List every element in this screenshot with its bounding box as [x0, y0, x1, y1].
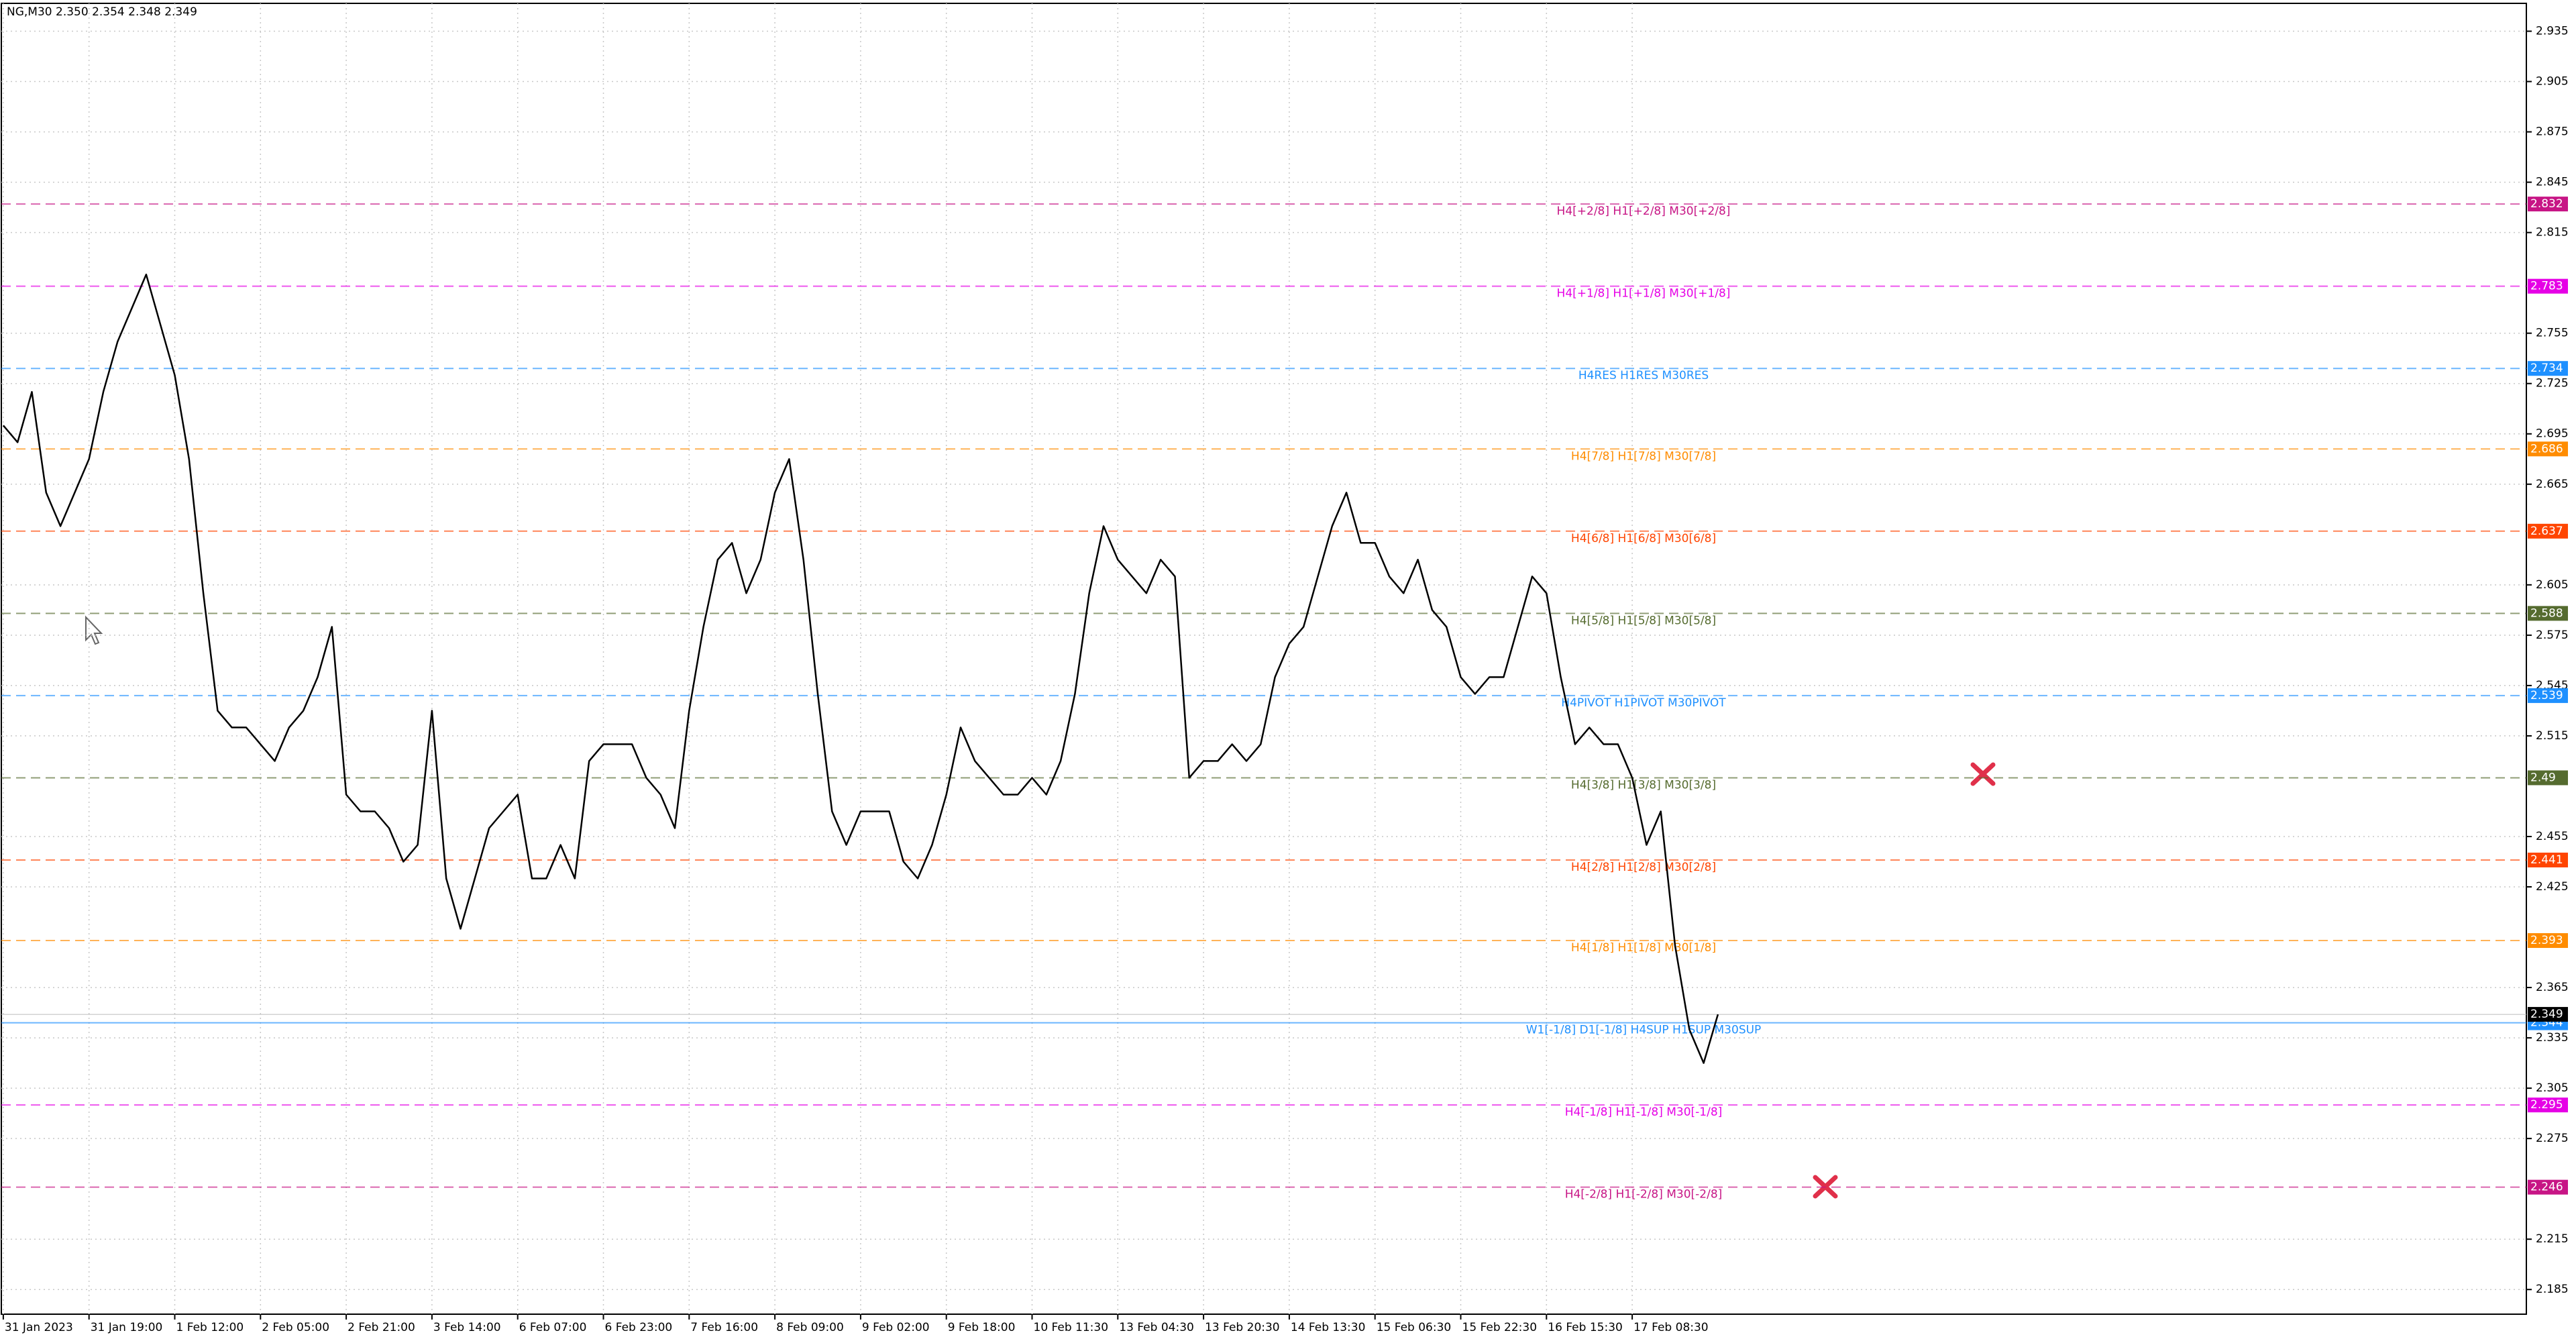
y-tick-label: 2.875 [2536, 125, 2569, 139]
y-tick-label: 2.185 [2536, 1283, 2569, 1296]
price-tag-label: 2.637 [2530, 525, 2563, 538]
price-tag [2528, 606, 2568, 621]
x-tick-label: 2 Feb 21:00 [347, 1321, 415, 1334]
x-tick-label: 2 Feb 05:00 [262, 1321, 329, 1334]
price-tag-label: 2.393 [2530, 934, 2563, 947]
price-line [2, 273, 1719, 1064]
y-tick-label: 2.365 [2536, 981, 2569, 994]
y-tick-label: 2.815 [2536, 226, 2569, 239]
x-tick-label: 1 Feb 12:00 [176, 1321, 244, 1334]
price-tag-label: 2.686 [2530, 442, 2563, 456]
price-tag-label: 2.246 [2530, 1181, 2563, 1194]
level-label: H4[1/8] H1[1/8] M30[1/8] [1571, 941, 1716, 955]
bid-tag-label: 2.349 [2530, 1008, 2563, 1021]
bid-tag [2528, 1007, 2568, 1022]
x-tick-label: 10 Feb 11:30 [1034, 1321, 1109, 1334]
price-tag [2528, 361, 2568, 376]
mouse-cursor [85, 615, 103, 645]
level-label: H4[+1/8] H1[+1/8] M30[+1/8] [1557, 287, 1731, 301]
level-label: H4PIVOT H1PIVOT M30PIVOT [1561, 696, 1726, 710]
x-tick-label: 8 Feb 09:00 [776, 1321, 844, 1334]
level-label: H4[6/8] H1[6/8] M30[6/8] [1571, 532, 1716, 545]
y-tick-label: 2.905 [2536, 75, 2569, 89]
x-tick-label: 6 Feb 23:00 [605, 1321, 673, 1334]
y-tick-label: 2.725 [2536, 377, 2569, 390]
x-tick-label: 6 Feb 07:00 [519, 1321, 587, 1334]
x-tick-label: 9 Feb 02:00 [862, 1321, 930, 1334]
x-tick-label: 14 Feb 13:30 [1291, 1321, 1366, 1334]
level-label: H4[2/8] H1[2/8] M30[2/8] [1571, 861, 1716, 874]
y-tick-label: 2.215 [2536, 1232, 2569, 1246]
x-tick-label: 7 Feb 16:00 [690, 1321, 758, 1334]
price-tag-label: 2.539 [2530, 689, 2563, 702]
level-label: H4[+2/8] H1[+2/8] M30[+2/8] [1557, 205, 1731, 218]
price-tag-label: 2.783 [2530, 280, 2563, 293]
price-tag [2528, 278, 2568, 294]
x-tick-label: 15 Feb 22:30 [1462, 1321, 1538, 1334]
y-tick-label: 2.935 [2536, 25, 2569, 38]
y-tick-label: 2.665 [2536, 478, 2569, 491]
x-tick-label: 13 Feb 20:30 [1205, 1321, 1280, 1334]
price-tag-label: 2.295 [2530, 1098, 2563, 1112]
x-tick-label: 16 Feb 15:30 [1548, 1321, 1623, 1334]
chart-title: NG,M30 2.350 2.354 2.348 2.349 [7, 5, 197, 19]
price-tag [2528, 852, 2568, 867]
x-tick-label: 9 Feb 18:00 [948, 1321, 1016, 1334]
y-tick-label: 2.455 [2536, 830, 2569, 843]
x-tick-label: 13 Feb 04:30 [1119, 1321, 1194, 1334]
price-tag-label: 2.832 [2530, 197, 2563, 211]
level-label: H4[3/8] H1[3/8] M30[3/8] [1571, 778, 1716, 792]
y-tick-label: 2.605 [2536, 578, 2569, 592]
price-tag [2528, 1097, 2568, 1113]
level-label: H4[-2/8] H1[-2/8] M30[-2/8] [1565, 1188, 1723, 1201]
x-tick-label: 31 Jan 2023 [5, 1321, 73, 1334]
level-label: H4[-1/8] H1[-1/8] M30[-1/8] [1565, 1106, 1723, 1119]
level-label: H4RES H1RES M30RES [1578, 369, 1709, 382]
y-tick-label: 2.305 [2536, 1081, 2569, 1095]
level-label: H4[5/8] H1[5/8] M30[5/8] [1571, 614, 1716, 627]
y-tick-label: 2.515 [2536, 729, 2569, 743]
y-tick-label: 2.335 [2536, 1031, 2569, 1045]
price-tag [2528, 523, 2568, 539]
price-tag-label: 2.441 [2530, 853, 2563, 867]
price-tag [2528, 1179, 2568, 1195]
plot-frame [1, 3, 2527, 1315]
level-label: H4[7/8] H1[7/8] M30[7/8] [1571, 449, 1716, 463]
x-tick-label: 31 Jan 19:00 [91, 1321, 163, 1334]
x-tick-label: 3 Feb 14:00 [433, 1321, 501, 1334]
price-tag-label: 2.588 [2530, 606, 2563, 620]
price-tag [2528, 688, 2568, 703]
price-tag [2528, 933, 2568, 949]
level-label: W1[-1/8] D1[-1/8] H4SUP H1SUP M30SUP [1526, 1024, 1762, 1037]
y-tick-label: 2.425 [2536, 880, 2569, 894]
price-tag-label: 2.49 [2530, 771, 2556, 784]
x-tick-label: 15 Feb 06:30 [1377, 1321, 1452, 1334]
price-tag [2528, 770, 2568, 786]
price-tag [2528, 441, 2568, 457]
y-tick-label: 2.755 [2536, 327, 2569, 340]
y-tick-label: 2.575 [2536, 629, 2569, 642]
price-tag-label: 2.734 [2530, 362, 2563, 375]
x-tick-label: 17 Feb 08:30 [1633, 1321, 1709, 1334]
y-tick-label: 2.275 [2536, 1132, 2569, 1145]
price-tag [2528, 197, 2568, 212]
y-tick-label: 2.845 [2536, 176, 2569, 189]
y-tick-label: 2.695 [2536, 427, 2569, 441]
